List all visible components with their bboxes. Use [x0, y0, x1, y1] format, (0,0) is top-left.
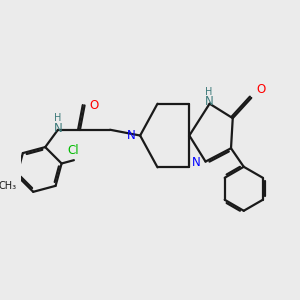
Text: N: N	[192, 156, 201, 169]
Text: Cl: Cl	[68, 144, 79, 157]
Text: H: H	[54, 113, 61, 123]
Text: O: O	[90, 99, 99, 112]
Text: H: H	[205, 87, 213, 97]
Text: CH₃: CH₃	[0, 182, 16, 191]
Text: N: N	[205, 95, 213, 108]
Text: N: N	[127, 129, 136, 142]
Text: N: N	[54, 122, 62, 135]
Text: O: O	[256, 82, 265, 96]
